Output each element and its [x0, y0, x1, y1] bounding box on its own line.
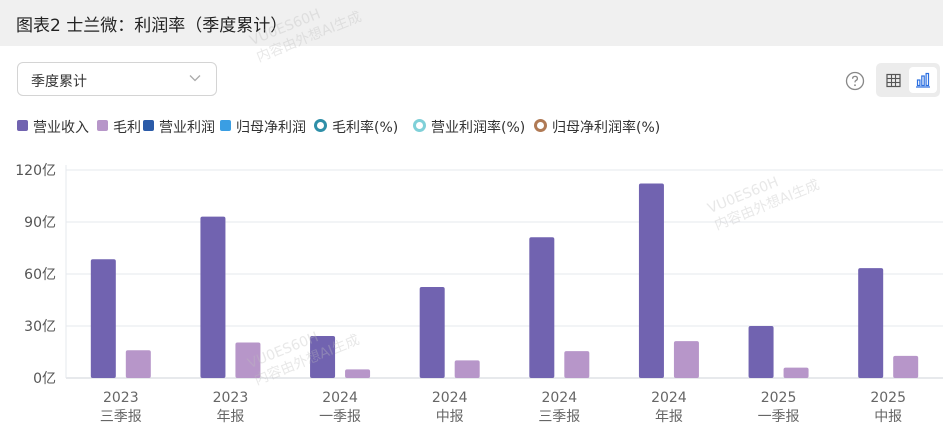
bar-gross-profit[interactable] [454, 360, 480, 378]
legend-line-marker [534, 119, 547, 132]
chevron-down-icon [189, 75, 201, 82]
chart-title: 图表2 士兰微：利润率（季度累计） [16, 16, 288, 36]
x-tick-label: 三季报 [538, 409, 580, 425]
legend-label: 营业收入 [33, 120, 89, 136]
legend-label: 归母净利润 [236, 120, 306, 136]
period-select-value: 季度累计 [31, 74, 87, 90]
bar-gross-profit[interactable] [893, 355, 919, 378]
period-select[interactable]: 季度累计 [17, 62, 217, 96]
table-icon [886, 73, 901, 87]
legend-line-marker [413, 119, 426, 132]
y-tick-label: 120亿 [15, 163, 56, 179]
bar-revenue[interactable] [529, 237, 555, 378]
x-tick-label: 中报 [436, 409, 464, 425]
legend-swatch [143, 120, 154, 131]
y-tick-label: 30亿 [24, 319, 56, 335]
legend-label: 营业利润 [159, 120, 215, 136]
y-tick-label: 0亿 [33, 371, 56, 387]
x-tick-label: 2024 [541, 390, 577, 406]
x-tick-label: 一季报 [758, 409, 800, 425]
bar-gross-profit[interactable] [345, 369, 371, 378]
bar-revenue[interactable] [90, 259, 116, 378]
legend-swatch [97, 120, 108, 131]
legend-label: 归母净利润率(%) [552, 120, 661, 136]
chart-view-button[interactable] [909, 67, 937, 93]
x-tick-label: 中报 [874, 409, 902, 425]
table-view-button[interactable] [880, 67, 907, 93]
view-toggle [876, 63, 940, 97]
legend-swatch [17, 120, 28, 131]
bar-gross-profit[interactable] [564, 351, 590, 378]
legend-line-marker [314, 119, 327, 132]
legend-label: 毛利率(%) [332, 120, 399, 136]
x-tick-label: 一季报 [319, 409, 361, 425]
x-tick-label: 2023 [103, 390, 139, 406]
bar-revenue[interactable] [638, 183, 664, 378]
bar-chart-icon [916, 72, 930, 88]
question-circle-icon[interactable] [845, 71, 865, 91]
x-tick-label: 2024 [651, 390, 687, 406]
bar-gross-profit[interactable] [235, 342, 261, 378]
x-tick-label: 年报 [216, 409, 244, 425]
bar-revenue[interactable] [200, 216, 226, 378]
x-tick-label: 2025 [870, 390, 906, 406]
bar-gross-profit[interactable] [783, 367, 809, 378]
x-tick-label: 2024 [322, 390, 358, 406]
bar-revenue[interactable] [419, 287, 445, 378]
y-tick-label: 90亿 [24, 215, 56, 231]
legend-label: 毛利 [113, 120, 141, 136]
x-tick-label: 年报 [655, 409, 683, 425]
x-tick-label: 三季报 [100, 409, 142, 425]
x-tick-label: 2025 [761, 390, 797, 406]
x-tick-label: 2024 [432, 390, 468, 406]
y-tick-label: 60亿 [24, 267, 56, 283]
x-tick-label: 2023 [213, 390, 249, 406]
legend-swatch [220, 120, 231, 131]
bar-chart: 0亿 30亿 60亿 90亿 120亿 2023 三季报 2023 年报 2024 一季报 2024 中… [15, 163, 943, 425]
bar-gross-profit[interactable] [125, 350, 151, 378]
legend-label: 营业利润率(%) [431, 120, 526, 136]
title-bar: 图表2 士兰微：利润率（季度累计） [0, 0, 943, 46]
bar-revenue[interactable] [310, 336, 336, 378]
bar-revenue[interactable] [858, 268, 884, 378]
bar-gross-profit[interactable] [673, 341, 699, 378]
bar-revenue[interactable] [748, 326, 774, 378]
